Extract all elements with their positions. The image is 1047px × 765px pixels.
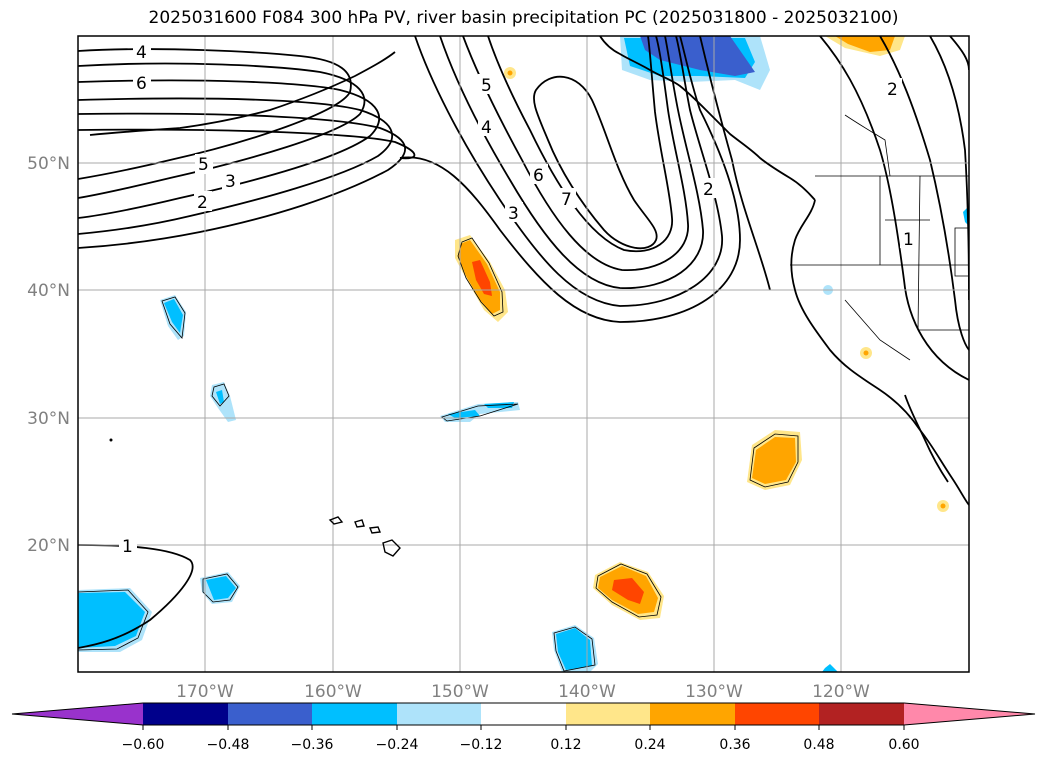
lon-label: 140°W: [558, 682, 616, 702]
colorbar-segment: [566, 703, 650, 725]
colorbar-tick: 0.48: [803, 737, 834, 753]
contour-label: 6: [136, 74, 147, 94]
contour-label: 4: [136, 43, 147, 63]
colorbar-segment: [481, 703, 566, 725]
colorbar-segment: [228, 703, 312, 725]
islands: [109, 438, 401, 557]
coastlines: [89, 36, 969, 506]
colorbar-tick: 0.60: [888, 737, 919, 753]
lon-label: 170°W: [176, 682, 234, 702]
contour-labels: 4 6 5 3 2 5 4 3 6 7 2 2 1 1: [119, 42, 918, 557]
map-area: 4 6 5 3 2 5 4 3 6 7 2 2 1 1: [78, 36, 969, 672]
colorbar-tick: 0.12: [550, 737, 581, 753]
longitude-labels: 170°W 160°W 150°W 140°W 130°W 120°W: [176, 682, 870, 702]
lon-label: 160°W: [304, 682, 362, 702]
colorbar-tick: −0.24: [376, 737, 419, 753]
lon-label: 130°W: [685, 682, 743, 702]
contour-label: 2: [703, 180, 714, 200]
colorbar-tick: −0.36: [291, 737, 334, 753]
colorbar-segment: [819, 703, 904, 725]
colorbar-segment: [312, 703, 397, 725]
colorbar-tick: −0.12: [460, 737, 503, 753]
colorbar-tick: −0.60: [122, 737, 165, 753]
contour-label: 6: [533, 166, 544, 186]
colorbar-tick: 0.36: [719, 737, 750, 753]
graticule: [78, 36, 969, 672]
contour-label: 1: [122, 537, 133, 557]
contour-label: 4: [481, 118, 492, 138]
lat-label: 50°N: [27, 154, 70, 174]
coast-alaska: [599, 36, 816, 201]
lat-label: 30°N: [27, 409, 70, 429]
lon-label: 150°W: [431, 682, 489, 702]
colorbar-segment: [397, 703, 481, 725]
contour-label: 5: [198, 155, 209, 175]
colorbar-extend-min: [12, 703, 143, 725]
contour-label: 3: [225, 172, 236, 192]
map-title: 2025031600 F084 300 hPa PV, river basin …: [148, 8, 899, 28]
lon-label: 120°W: [812, 682, 870, 702]
precip-shading: [78, 36, 969, 672]
contour-label: 2: [197, 193, 208, 213]
colorbar: −0.60 −0.48 −0.36 −0.24 −0.12 0.12 0.24 …: [11, 702, 1036, 753]
colorbar-tick: −0.48: [207, 737, 250, 753]
lat-label: 40°N: [27, 281, 70, 301]
latitude-labels: 50°N 40°N 30°N 20°N: [27, 154, 70, 556]
contour-label: 2: [887, 80, 898, 100]
lat-label: 20°N: [27, 536, 70, 556]
map-frame: [77, 35, 970, 673]
contour-label: 5: [481, 76, 492, 96]
pv-contours: [78, 36, 969, 649]
colorbar-tick: 0.24: [634, 737, 665, 753]
colorbar-segment: [143, 703, 228, 725]
contour-label: 3: [508, 204, 519, 224]
contour-label: 1: [903, 230, 914, 250]
colorbar-segment: [735, 703, 819, 725]
state-borders: [790, 114, 969, 361]
colorbar-segment: [650, 703, 735, 725]
colorbar-extend-max: [904, 703, 1035, 725]
contour-label: 7: [561, 190, 572, 210]
